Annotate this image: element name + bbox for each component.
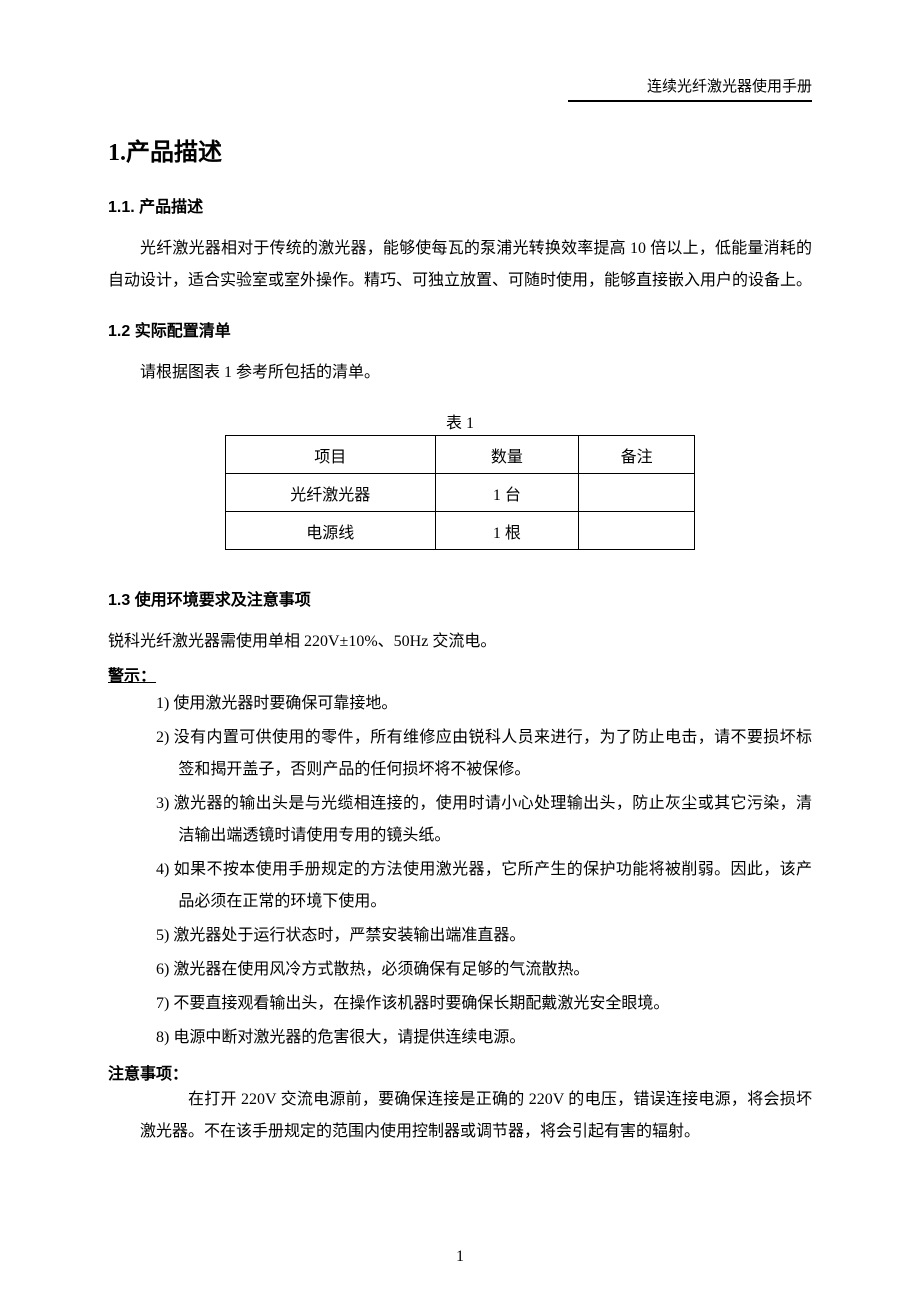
list-item: 4) 如果不按本使用手册规定的方法使用激光器，它所产生的保护功能将被削弱。因此，…	[156, 854, 812, 918]
header-right-text: 连续光纤激光器使用手册	[568, 75, 812, 102]
table-row: 光纤激光器 1 台	[226, 474, 695, 512]
section-1-2-title: 1.2 实际配置清单	[108, 317, 812, 341]
list-item: 8) 电源中断对激光器的危害很大，请提供连续电源。	[156, 1022, 812, 1054]
section-1-1-body: 光纤激光器相对于传统的激光器，能够使每瓦的泵浦光转换效率提高 10 倍以上，低能…	[108, 233, 812, 297]
section-1-3-intro: 锐科光纤激光器需使用单相 220V±10%、50Hz 交流电。	[108, 626, 812, 658]
table-1: 项目 数量 备注 光纤激光器 1 台 电源线 1 根	[225, 435, 695, 550]
list-item: 5) 激光器处于运行状态时，严禁安装输出端准直器。	[156, 920, 812, 952]
section-1-1-title: 1.1. 产品描述	[108, 193, 812, 217]
table-header-cell: 备注	[579, 436, 695, 474]
table-cell	[579, 474, 695, 512]
list-item: 1) 使用激光器时要确保可靠接地。	[156, 688, 812, 720]
list-item: 3) 激光器的输出头是与光缆相连接的，使用时请小心处理输出头，防止灰尘或其它污染…	[156, 788, 812, 852]
list-item: 6) 激光器在使用风冷方式散热，必须确保有足够的气流散热。	[156, 954, 812, 986]
list-item: 2) 没有内置可供使用的零件，所有维修应由锐科人员来进行，为了防止电击，请不要损…	[156, 722, 812, 786]
table-cell: 电源线	[226, 512, 436, 550]
warning-label: 警示：	[108, 662, 812, 686]
table-cell	[579, 512, 695, 550]
table-1-caption: 表 1	[108, 409, 812, 433]
page-number: 1	[0, 1248, 920, 1266]
attention-label: 注意事项：	[108, 1060, 812, 1084]
warning-list: 1) 使用激光器时要确保可靠接地。 2) 没有内置可供使用的零件，所有维修应由锐…	[108, 688, 812, 1054]
list-item: 7) 不要直接观看输出头，在操作该机器时要确保长期配戴激光安全眼境。	[156, 988, 812, 1020]
table-row: 项目 数量 备注	[226, 436, 695, 474]
table-header-cell: 数量	[435, 436, 579, 474]
table-cell: 光纤激光器	[226, 474, 436, 512]
table-cell: 1 根	[435, 512, 579, 550]
table-cell: 1 台	[435, 474, 579, 512]
section-1-title: 1.产品描述	[108, 132, 812, 167]
table-row: 电源线 1 根	[226, 512, 695, 550]
table-header-cell: 项目	[226, 436, 436, 474]
section-1-2-body: 请根据图表 1 参考所包括的清单。	[108, 357, 812, 389]
section-1-3-title: 1.3 使用环境要求及注意事项	[108, 586, 812, 610]
attention-body: 在打开 220V 交流电源前，要确保连接是正确的 220V 的电压，错误连接电源…	[108, 1084, 812, 1148]
